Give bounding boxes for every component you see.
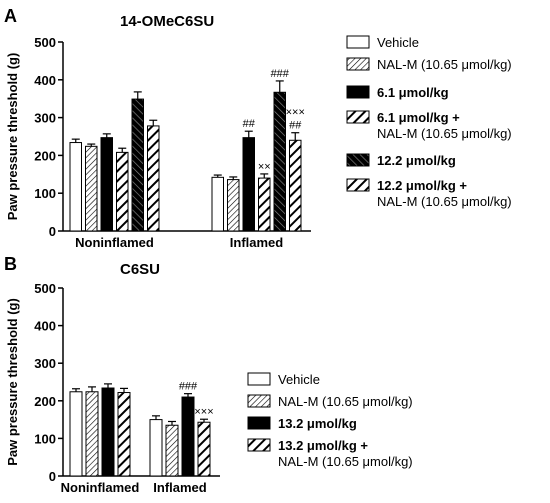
y-tick-label: 400 <box>34 319 56 334</box>
y-tick-label: 200 <box>34 148 56 163</box>
legend-label: 12.2 μmol/kg <box>377 153 456 168</box>
y-tick-label: 0 <box>49 224 56 239</box>
y-tick-label: 300 <box>34 356 56 371</box>
x-group-label: Inflamed <box>153 480 207 495</box>
legend-swatch <box>346 178 370 192</box>
significance-mark: ×× <box>258 161 271 173</box>
legend-label: 13.2 μmol/kg + <box>278 438 368 453</box>
legend-label-line2: NAL-M (10.65 μmol/kg) <box>278 454 413 469</box>
bar <box>131 98 144 232</box>
legend-swatch <box>346 110 370 124</box>
y-tick-label: 500 <box>34 35 56 50</box>
bar <box>116 151 129 232</box>
significance-mark: ## <box>243 118 256 130</box>
legend-swatch <box>247 372 271 386</box>
y-tick-label: 400 <box>34 73 56 88</box>
bar <box>242 137 255 232</box>
bar <box>165 424 179 477</box>
bar <box>85 145 98 232</box>
significance-mark: ## <box>289 120 302 132</box>
bar <box>85 391 99 477</box>
legend-label: 6.1 μmol/kg <box>377 85 449 100</box>
bar <box>69 391 83 477</box>
bar <box>149 419 163 477</box>
y-tick-label: 100 <box>34 431 56 446</box>
x-group-label: Noninflamed <box>75 235 154 250</box>
legend-swatch <box>346 57 370 71</box>
legend-swatch <box>346 85 370 99</box>
significance-mark: ××× <box>286 107 305 119</box>
y-tick-label: 500 <box>34 281 56 296</box>
significance-mark: ××× <box>194 406 213 418</box>
y-axis-label: Paw pressure threshold (g) <box>5 298 20 466</box>
x-group-label: Inflamed <box>230 235 284 250</box>
legend-label: NAL-M (10.65 μmol/kg) <box>377 57 512 72</box>
legend-label: 12.2 μmol/kg + <box>377 178 467 193</box>
bar <box>258 177 271 232</box>
legend-label: 6.1 μmol/kg + <box>377 110 460 125</box>
legend-label: 13.2 μmol/kg <box>278 416 357 431</box>
panel-label: A <box>4 6 17 26</box>
y-tick-label: 100 <box>34 186 56 201</box>
legend-swatch <box>247 394 271 408</box>
bar <box>100 137 113 232</box>
bar <box>273 91 286 232</box>
y-tick-label: 300 <box>34 111 56 126</box>
x-group-label: Noninflamed <box>61 480 140 495</box>
chart-title: C6SU <box>120 261 160 278</box>
legend-swatch <box>247 416 271 430</box>
chart-title: 14-OMeC6SU <box>120 13 214 30</box>
legend-label-line2: NAL-M (10.65 μmol/kg) <box>377 194 512 209</box>
legend-label-line2: NAL-M (10.65 μmol/kg) <box>377 126 512 141</box>
legend-label: NAL-M (10.65 μmol/kg) <box>278 394 413 409</box>
bar <box>101 387 115 477</box>
legend-label: Vehicle <box>278 372 320 387</box>
panel-label: B <box>4 254 17 274</box>
legend-swatch <box>247 438 271 452</box>
legend-label: Vehicle <box>377 35 419 50</box>
legend-swatch <box>346 153 370 167</box>
bar <box>181 396 195 477</box>
bar <box>117 392 131 477</box>
significance-mark: ### <box>271 68 290 80</box>
bar <box>147 125 160 232</box>
bar <box>227 179 240 232</box>
bar <box>289 139 302 232</box>
bar <box>211 176 224 232</box>
significance-mark: ### <box>179 381 198 393</box>
y-tick-label: 0 <box>49 469 56 484</box>
legend-swatch <box>346 35 370 49</box>
y-axis-label: Paw pressure threshold (g) <box>5 53 20 221</box>
y-tick-label: 200 <box>34 394 56 409</box>
bar <box>69 142 82 232</box>
bar <box>197 421 211 477</box>
